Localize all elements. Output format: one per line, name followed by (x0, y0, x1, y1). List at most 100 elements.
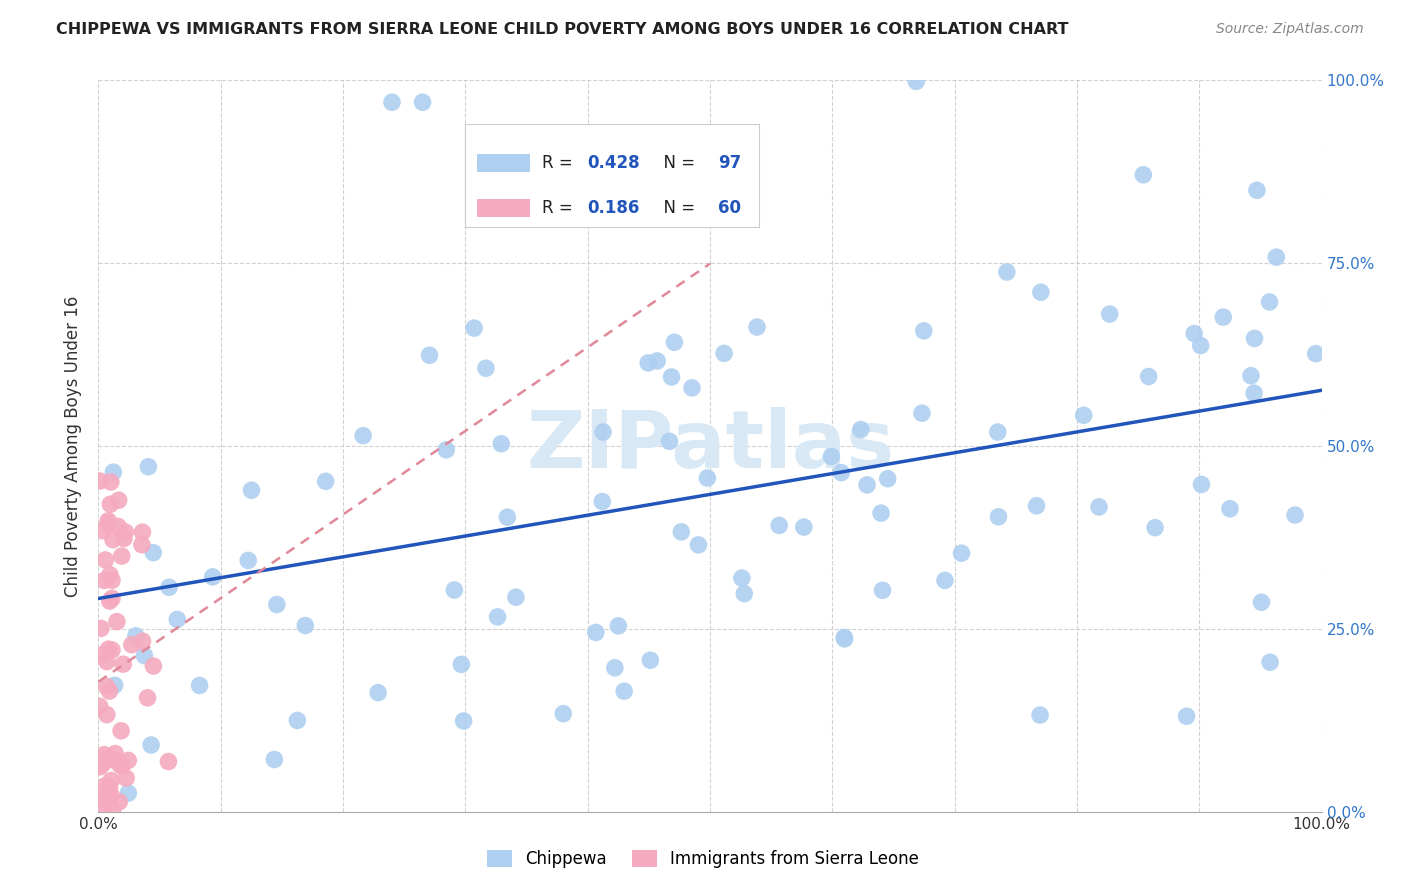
Point (97, 642, 120, 657)
Point (731, 571, 754, 585)
Point (496, 510, 519, 524)
Point (876, 472, 898, 486)
Point (830, 466, 852, 480)
Point (112, 532, 135, 546)
Point (832, 631, 855, 645)
Point (285, 714, 308, 728)
Point (696, 471, 718, 485)
Point (1073, 409, 1095, 423)
Point (100, 773, 122, 788)
Point (872, 583, 894, 598)
Point (93, 574, 115, 588)
Point (89, 791, 111, 805)
Point (1029, 708, 1052, 723)
Point (950, 546, 973, 560)
Point (97, 516, 120, 531)
Point (121, 638, 143, 652)
Point (505, 591, 527, 605)
Point (101, 533, 124, 547)
Point (134, 648, 156, 663)
Y-axis label: Child Poverty Among Boys Under 16: Child Poverty Among Boys Under 16 (65, 295, 83, 597)
Point (139, 738, 162, 752)
Point (108, 795, 131, 809)
Point (870, 506, 893, 520)
Point (1025, 499, 1047, 513)
Point (1212, 310, 1234, 324)
Point (201, 570, 224, 584)
Point (142, 659, 165, 673)
Point (418, 348, 440, 362)
Point (912, 324, 935, 338)
Point (131, 538, 153, 552)
Point (849, 423, 872, 437)
Point (98, 594, 121, 608)
Point (1243, 386, 1265, 401)
Point (114, 524, 136, 539)
Point (443, 582, 465, 597)
Point (89, 760, 111, 774)
Point (661, 370, 683, 384)
Point (131, 634, 153, 648)
Text: ZIPatlas: ZIPatlas (526, 407, 894, 485)
Point (142, 546, 165, 560)
Point (111, 549, 134, 563)
Point (987, 425, 1010, 439)
Point (1088, 500, 1111, 514)
Point (820, 450, 842, 464)
Point (1284, 508, 1306, 522)
Point (645, 354, 668, 368)
Point (104, 678, 127, 692)
Point (1243, 331, 1265, 345)
Text: Source: ZipAtlas.com: Source: ZipAtlas.com (1216, 22, 1364, 37)
Point (834, 632, 856, 646)
Point (115, 771, 138, 785)
Point (97, 514, 120, 528)
Point (412, 95, 434, 110)
Point (111, 759, 134, 773)
Point (671, 524, 693, 539)
Point (1029, 285, 1052, 300)
Point (263, 752, 285, 766)
Point (91, 802, 114, 816)
Point (89, 699, 111, 714)
Point (238, 553, 260, 567)
Point (793, 520, 815, 534)
Point (367, 686, 389, 700)
Point (103, 753, 125, 767)
Point (131, 525, 153, 540)
Point (1182, 326, 1205, 341)
Point (294, 618, 316, 632)
Point (613, 684, 636, 698)
Point (434, 442, 457, 457)
Point (637, 356, 659, 370)
Point (93, 747, 115, 762)
Point (89, 793, 111, 807)
Point (110, 723, 132, 738)
Point (911, 406, 934, 420)
Point (96, 707, 118, 722)
Point (1219, 501, 1241, 516)
Point (96, 679, 118, 693)
Point (104, 747, 127, 761)
Point (856, 478, 879, 492)
Point (987, 509, 1010, 524)
Point (453, 714, 475, 728)
Point (90, 621, 112, 635)
Point (603, 661, 626, 675)
Point (107, 519, 129, 533)
Point (688, 538, 710, 552)
Point (491, 436, 513, 450)
Point (592, 425, 614, 439)
Point (188, 678, 211, 692)
Point (995, 265, 1018, 279)
Point (1258, 295, 1281, 310)
Point (101, 803, 124, 817)
Text: CHIPPEWA VS IMMIGRANTS FROM SIERRA LEONE CHILD POVERTY AMONG BOYS UNDER 16 CORRE: CHIPPEWA VS IMMIGRANTS FROM SIERRA LEONE… (56, 22, 1069, 37)
Point (166, 612, 188, 626)
Point (1175, 709, 1198, 723)
Point (1132, 168, 1154, 182)
Point (157, 580, 180, 594)
Point (101, 591, 124, 606)
Point (100, 475, 122, 489)
Point (98, 795, 121, 809)
